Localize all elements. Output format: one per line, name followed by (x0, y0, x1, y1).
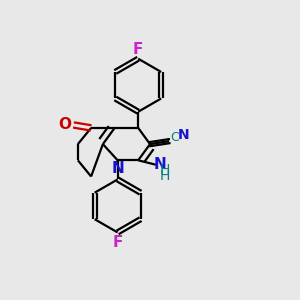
Text: N: N (154, 157, 167, 172)
Text: H: H (160, 169, 170, 183)
Text: O: O (59, 118, 72, 133)
Text: N: N (111, 161, 124, 176)
Text: N: N (178, 128, 190, 142)
Text: F: F (133, 41, 143, 56)
Text: H: H (160, 163, 170, 177)
Text: F: F (112, 235, 123, 250)
Text: C: C (171, 130, 179, 143)
